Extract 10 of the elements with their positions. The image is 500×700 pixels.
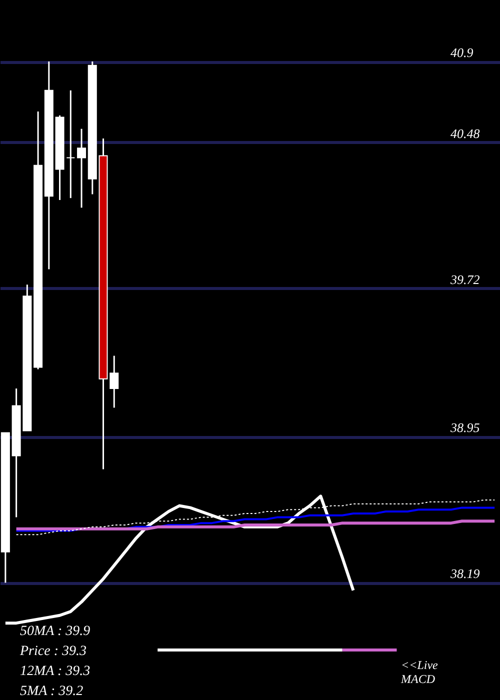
y-tick-label: 40.48 (450, 126, 480, 141)
annotation: <<Live MACD (400, 658, 439, 686)
y-tick-label: 38.95 (450, 420, 480, 436)
y-tick-label: 39.72 (450, 272, 480, 287)
annotation: 12MA : 39.3 (20, 664, 90, 679)
y-tick-label: 38.19 (450, 566, 480, 582)
annotation: 50MA : 39.9 (20, 624, 90, 639)
annotation: Price : 39.3 (19, 644, 86, 659)
annotation: 5MA : 39.2 (20, 684, 84, 699)
y-tick-label: 40.9 (450, 45, 474, 60)
